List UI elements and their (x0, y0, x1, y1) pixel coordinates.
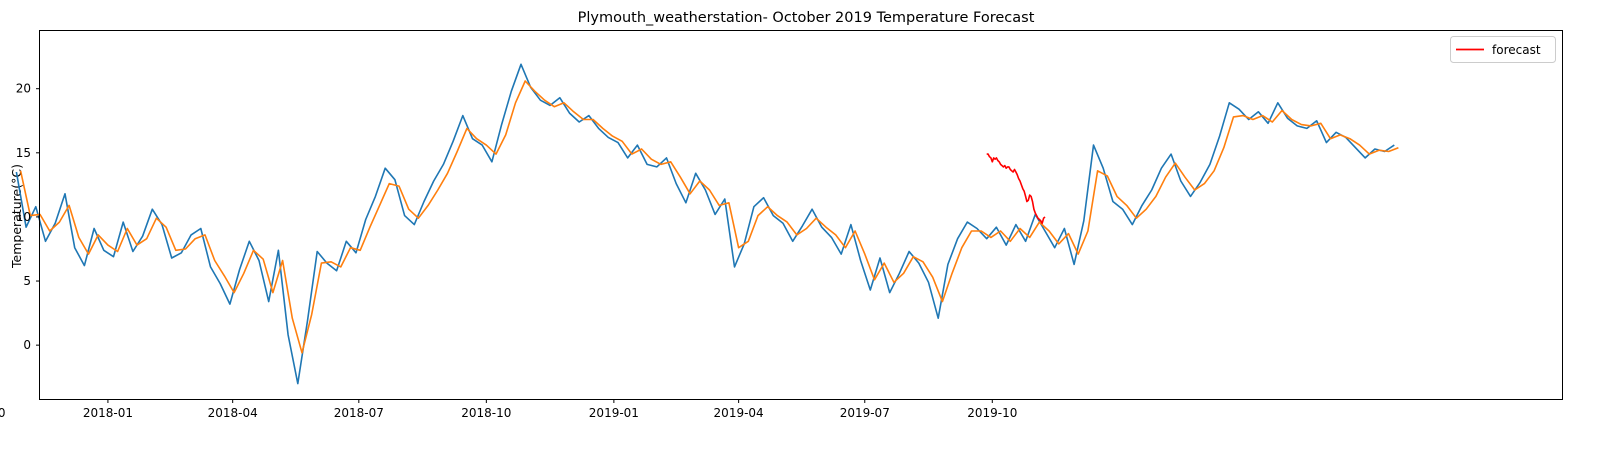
x-tick-label: 2018-01 (83, 406, 133, 420)
x-axis-ticks: 2017-10 2018-01 2018-04 2018-07 2018-10 2019-… (0, 399, 1017, 420)
legend: forecast (1450, 36, 1556, 63)
y-axis-ticks: 0 5 10 15 20 (16, 82, 40, 352)
x-tick-label: 2019-01 (589, 406, 639, 420)
x-tick-label: 2017-10 (0, 406, 5, 420)
series-line-fitted (19, 80, 1399, 354)
chart-title: Plymouth_weatherstation- October 2019 Te… (578, 10, 1035, 26)
x-tick-label: 2019-04 (714, 406, 764, 420)
x-tick-label: 2018-04 (208, 406, 258, 420)
series-layer (15, 63, 1399, 385)
x-tick-label: 2018-07 (334, 406, 384, 420)
y-tick-label: 5 (23, 274, 31, 288)
x-tick-label: 2019-07 (840, 406, 890, 420)
series-line-observed (15, 63, 1395, 385)
legend-box (1450, 36, 1556, 63)
y-tick-label: 10 (16, 210, 31, 224)
y-tick-label: 20 (16, 82, 31, 96)
plot-frame (39, 30, 1563, 400)
x-tick-label: 2019-10 (967, 406, 1017, 420)
series-line-forecast (986, 153, 1046, 225)
legend-forecast-label: forecast (1492, 43, 1541, 57)
x-tick-label: 2018-10 (461, 406, 511, 420)
y-tick-label: 0 (23, 338, 31, 352)
y-tick-label: 15 (16, 146, 31, 160)
